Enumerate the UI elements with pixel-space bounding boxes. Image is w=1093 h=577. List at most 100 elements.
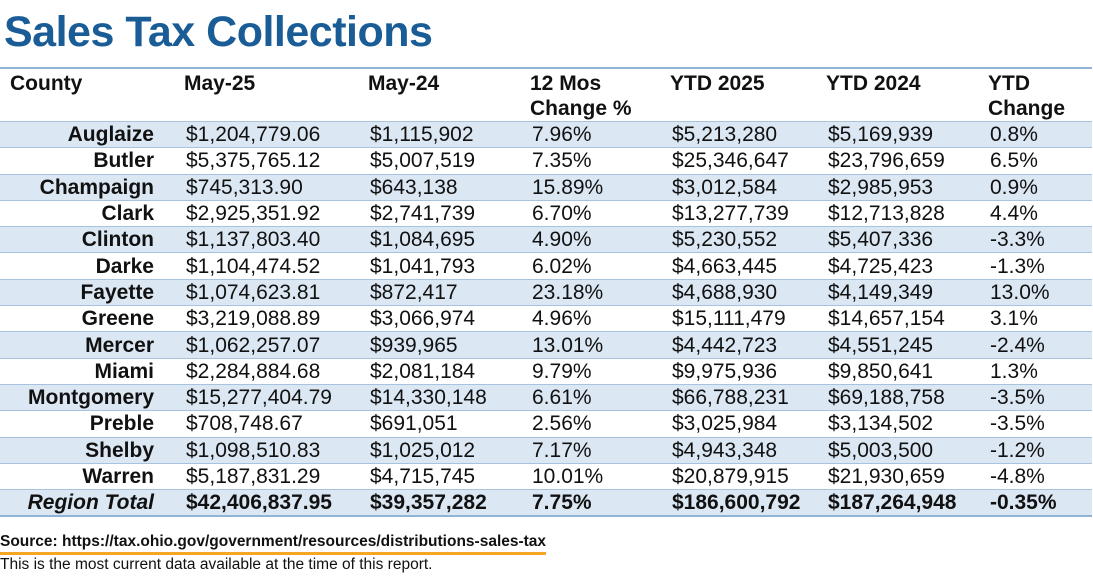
table-cell: 7.17% (526, 436, 666, 464)
table-row: Fayette $1,074,623.81 $872,417 23.18% $4,688… (0, 278, 1092, 306)
table-cell: $4,663,445 (666, 252, 822, 280)
table-cell: $3,012,584 (666, 173, 822, 201)
table-cell: $186,600,792 (666, 489, 822, 518)
table-cell: $13,277,739 (666, 199, 822, 227)
table-row: Greene $3,219,088.89 $3,066,974 4.96% $15,11… (0, 305, 1092, 332)
table-row: Butler $5,375,765.12 $5,007,519 7.35% $25,34… (0, 147, 1092, 175)
table-cell: $1,025,012 (364, 436, 526, 464)
table-cell: $4,442,723 (666, 331, 822, 359)
table-cell: $15,277,404.79 (180, 383, 364, 411)
table-row: Preble $708,748.67 $691,051 2.56% $3,025,984… (0, 410, 1092, 438)
table-cell: 15.89% (526, 173, 666, 201)
county-name: Shelby (0, 436, 180, 464)
table-cell: $1,098,510.83 (180, 436, 364, 464)
table-cell: $3,219,088.89 (180, 305, 364, 332)
table-cell: 7.75% (526, 489, 666, 518)
table-row: Auglaize $1,204,779.06 $1,115,902 7.96% $5,2… (0, 120, 1092, 148)
table-cell: 4.96% (526, 305, 666, 332)
table-cell: $5,187,831.29 (180, 462, 364, 490)
table-cell: 4.4% (984, 199, 1092, 227)
county-name: Montgomery (0, 383, 180, 411)
table-row: Shelby $1,098,510.83 $1,025,012 7.17% $4,943… (0, 436, 1092, 464)
table-cell: $23,796,659 (822, 147, 984, 175)
table-cell: 13.01% (526, 331, 666, 359)
table-cell: $745,313.90 (180, 173, 364, 201)
table-cell: $1,062,257.07 (180, 331, 364, 359)
county-name: Fayette (0, 278, 180, 306)
table-cell: $39,357,282 (364, 489, 526, 518)
county-name: Mercer (0, 331, 180, 359)
table-cell: $1,084,695 (364, 226, 526, 253)
table-cell: $2,925,351.92 (180, 199, 364, 227)
county-name: Butler (0, 147, 180, 175)
table-cell: 6.02% (526, 252, 666, 280)
column-header: YTD 2025 (666, 67, 822, 122)
table-cell: -2.4% (984, 331, 1092, 359)
table-cell: $4,715,745 (364, 462, 526, 490)
table-cell: $5,407,336 (822, 226, 984, 253)
table-row: Montgomery $15,277,404.79 $14,330,148 6.61%… (0, 383, 1092, 411)
table-cell: $14,657,154 (822, 305, 984, 332)
county-name: Miami (0, 357, 180, 385)
table-cell: $3,025,984 (666, 410, 822, 438)
table-cell: $5,003,500 (822, 436, 984, 464)
column-header: YTD 2024 (822, 67, 984, 122)
table-cell: $5,007,519 (364, 147, 526, 175)
table-cell: -0.35% (984, 489, 1092, 518)
table-cell: 6.5% (984, 147, 1092, 175)
table-row: Clark $2,925,351.92 $2,741,739 6.70% $13,277… (0, 199, 1092, 227)
county-name: Darke (0, 252, 180, 280)
table-cell: $1,041,793 (364, 252, 526, 280)
table-row: Darke $1,104,474.52 $1,041,793 6.02% $4,663,… (0, 252, 1092, 280)
table-cell: $4,725,423 (822, 252, 984, 280)
table-cell: $15,111,479 (666, 305, 822, 332)
table-cell: 0.8% (984, 120, 1092, 148)
county-name: Auglaize (0, 120, 180, 148)
table-cell: $25,346,647 (666, 147, 822, 175)
county-name: Clinton (0, 226, 180, 253)
table-cell: $5,375,765.12 (180, 147, 364, 175)
table-cell: $42,406,837.95 (180, 489, 364, 518)
table-cell: -1.3% (984, 252, 1092, 280)
table-row: Clinton $1,137,803.40 $1,084,695 4.90% $5,23… (0, 226, 1092, 253)
table-cell: -3.5% (984, 410, 1092, 438)
county-name: Preble (0, 410, 180, 438)
table-cell: 3.1% (984, 305, 1092, 332)
table-cell: -3.3% (984, 226, 1092, 253)
column-header: May-24 (364, 67, 526, 122)
table-cell: $2,284,884.68 (180, 357, 364, 385)
table-cell: $5,213,280 (666, 120, 822, 148)
county-name: Region Total (0, 489, 180, 518)
table-cell: $66,788,231 (666, 383, 822, 411)
table-cell: 23.18% (526, 278, 666, 306)
table-cell: $187,264,948 (822, 489, 984, 518)
table-cell: $4,149,349 (822, 278, 984, 306)
table-cell: $1,074,623.81 (180, 278, 364, 306)
county-name: Greene (0, 305, 180, 332)
table-cell: $1,115,902 (364, 120, 526, 148)
table-cell: 6.70% (526, 199, 666, 227)
table-cell: 7.35% (526, 147, 666, 175)
table-cell: 4.90% (526, 226, 666, 253)
table-body: Auglaize $1,204,779.06 $1,115,902 7.96% $5,2… (0, 120, 1092, 518)
column-header: YTD Change (984, 67, 1092, 122)
table-cell: $4,688,930 (666, 278, 822, 306)
table-row: Warren $5,187,831.29 $4,715,745 10.01% $20,8… (0, 462, 1092, 490)
source-link[interactable]: Source: https://tax.ohio.gov/government/… (0, 533, 547, 555)
table-cell: 13.0% (984, 278, 1092, 306)
table-cell: $1,137,803.40 (180, 226, 364, 253)
table-cell: $1,104,474.52 (180, 252, 364, 280)
table-cell: $5,230,552 (666, 226, 822, 253)
table-cell: $69,188,758 (822, 383, 984, 411)
table-cell: 9.79% (526, 357, 666, 385)
table-cell: -1.2% (984, 436, 1092, 464)
table-cell: $3,134,502 (822, 410, 984, 438)
table-cell: $2,985,953 (822, 173, 984, 201)
table-cell: $691,051 (364, 410, 526, 438)
table-cell: 2.56% (526, 410, 666, 438)
table-cell: $20,879,915 (666, 462, 822, 490)
table-cell: $4,551,245 (822, 331, 984, 359)
table-cell: $1,204,779.06 (180, 120, 364, 148)
table-cell: $5,169,939 (822, 120, 984, 148)
column-header: May-25 (180, 67, 364, 122)
